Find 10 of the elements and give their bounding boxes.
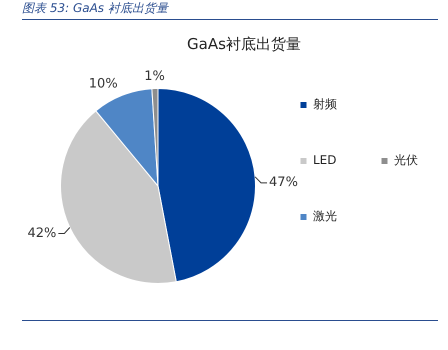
legend-label: LED [313, 153, 337, 168]
legend-label: 光伏 [394, 153, 418, 168]
data-label: 42% [27, 226, 56, 241]
chart-title: GaAs衬底出货量 [187, 34, 301, 53]
legend-label: 激光 [313, 209, 337, 224]
legend-label: 射频 [313, 97, 337, 112]
data-label: 47% [269, 175, 298, 190]
text: 图表 53: GaAs 衬底出货量 [22, 0, 438, 20]
data-label: 1% [144, 68, 165, 84]
data-label: 10% [88, 76, 118, 92]
